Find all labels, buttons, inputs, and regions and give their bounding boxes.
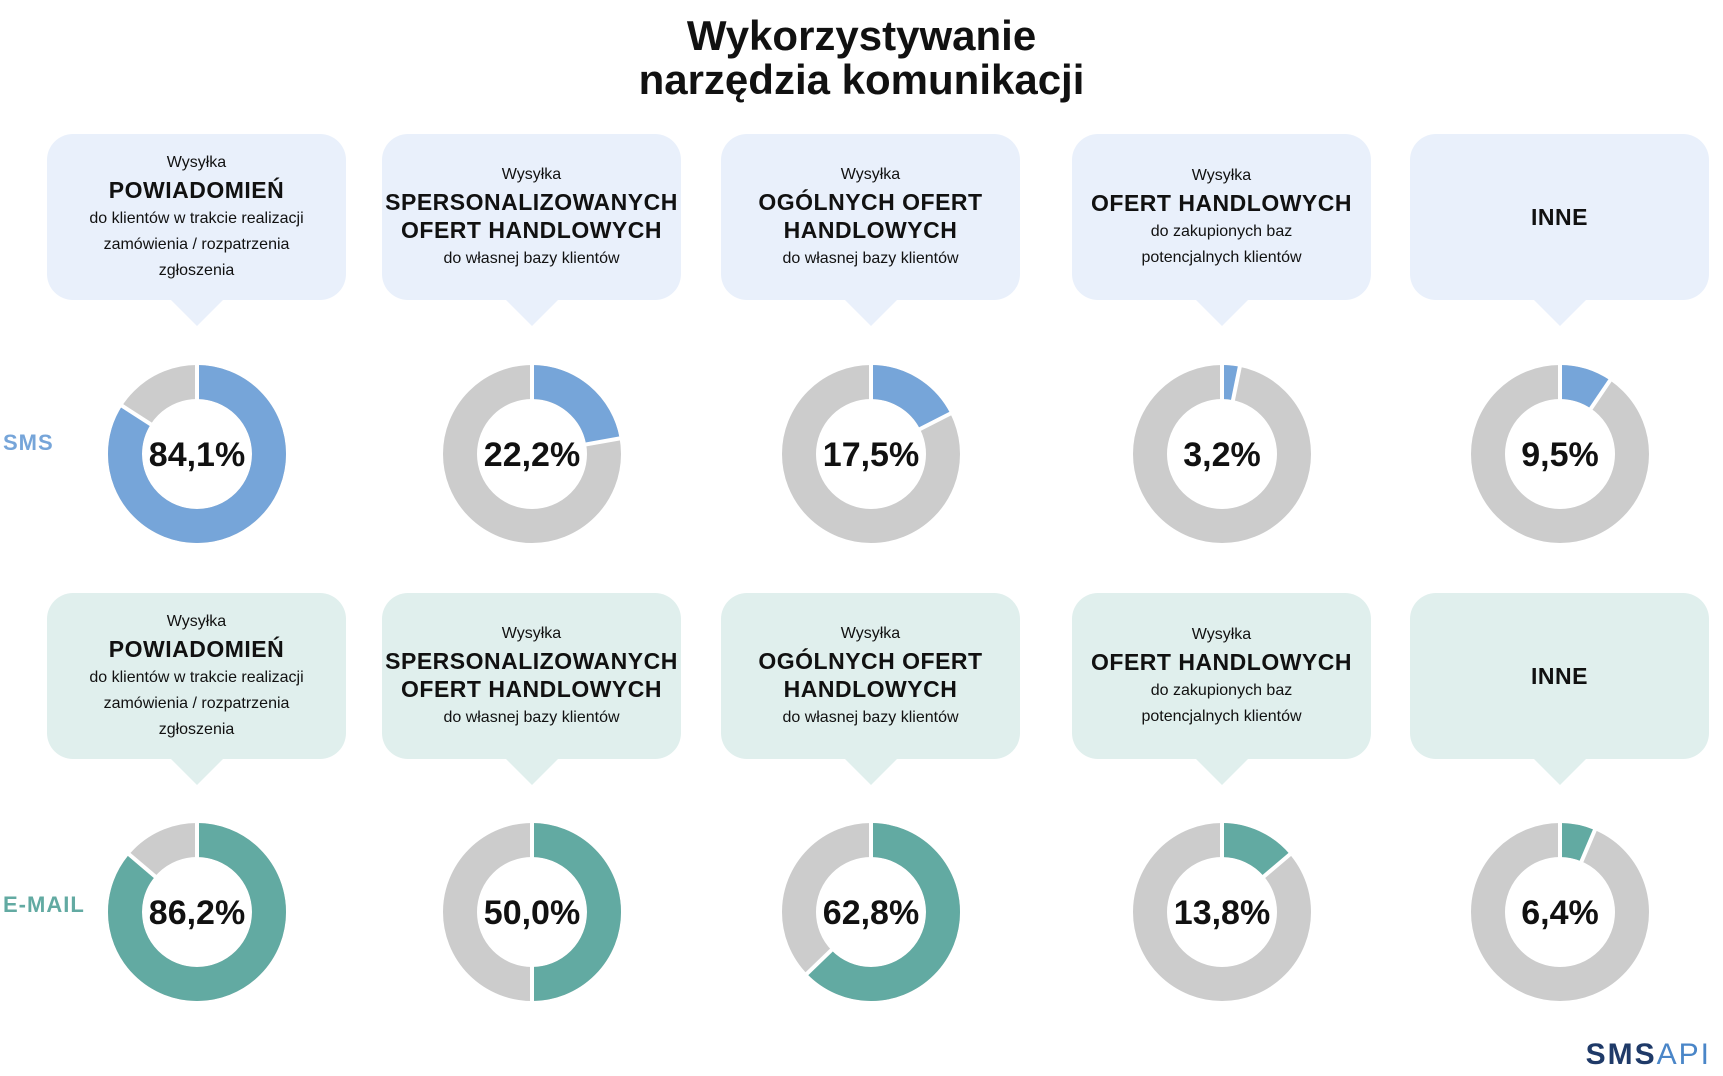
callout-heading: SPERSONALIZOWANYCH [385,648,678,674]
category-callout: Wysyłka SPERSONALIZOWANYCH OFERT HANDLOWYC… [382,593,681,785]
callout-pointer [1533,300,1586,326]
page-title: Wykorzystywanie narzędzia komunikacji [0,14,1723,102]
callout-pre: Wysyłka [166,154,227,171]
callout-heading: POWIADOMIEŃ [108,636,285,662]
callout-heading: OFERT HANDLOWYCH [1091,190,1352,216]
callout-pointer [505,300,558,326]
callout-description: do klientów w trakcie realizacji [89,210,304,227]
callout-pre: Wysyłka [840,166,901,183]
callout-heading: OFERT HANDLOWYCH [1091,649,1352,675]
callout-heading: POWIADOMIEŃ [108,177,285,203]
callout-description: zamówienia / rozpatrzenia [103,695,290,712]
row-label-sms: SMS [3,430,54,455]
callout-description: do własnej bazy klientów [443,709,620,726]
donut-value-label: 17,5% [822,436,918,474]
smsapi-logo: SMSAPI [1586,1038,1711,1072]
callout-description: zamówienia / rozpatrzenia [103,236,290,253]
callout-pointer [1195,300,1248,326]
callout-pointer [1533,759,1586,785]
title-line-1: Wykorzystywanie [686,12,1037,59]
donut-separator [1261,852,1292,879]
callout-pre: Wysyłka [840,625,901,642]
donut-value-label: 22,2% [483,436,579,474]
donut-separator [119,403,153,427]
callout-pointer [844,759,897,785]
callout-heading: HANDLOWYCH [783,676,958,702]
donut-chart-sms: 17,5% [781,364,960,543]
category-callout: Wysyłka OGÓLNYCH OFERT HANDLOWYCH do własne… [721,593,1020,785]
donut-value-label: 86,2% [148,894,244,932]
callout-description: do własnej bazy klientów [782,709,959,726]
donut-value-label: 13,8% [1173,894,1269,932]
logo-part-api: API [1656,1038,1711,1071]
callout-pre: Wysyłka [1191,626,1252,643]
donut-value-label: 6,4% [1521,894,1599,932]
row-label-email: E-MAIL [3,892,85,917]
donut-chart-email: 50,0% [442,822,621,1002]
callout-pre: Wysyłka [501,166,562,183]
donut-chart-email: 62,8% [781,822,960,1001]
callout-heading: INNE [1531,204,1588,230]
callout-pointer [1195,759,1248,785]
donut-value-label: 50,0% [483,894,579,932]
logo-part-sms: SMS [1585,1038,1657,1071]
callout-description: potencjalnych klientów [1141,249,1302,266]
title-line-2: narzędzia komunikacji [638,56,1085,103]
callout-heading: OFERT HANDLOWYCH [401,676,662,702]
callout-description: zgłoszenia [158,262,235,279]
callout-pointer [170,759,223,785]
category-callout: INNE [1410,134,1709,326]
callout-description: potencjalnych klientów [1141,708,1302,725]
callout-pre: Wysyłka [501,625,562,642]
donut-value-label: 84,1% [148,436,244,474]
callout-heading: HANDLOWYCH [783,217,958,243]
callout-heading: OGÓLNYCH OFERT [758,648,983,674]
callout-heading: OFERT HANDLOWYCH [401,217,662,243]
donut-separator [1230,365,1242,402]
category-callout: Wysyłka OGÓLNYCH OFERT HANDLOWYCH do własne… [721,134,1020,326]
category-callout: Wysyłka SPERSONALIZOWANYCH OFERT HANDLOWYC… [382,134,681,326]
donut-chart-sms: 84,1% [107,364,286,543]
donut-value-label: 9,5% [1521,436,1599,474]
callout-description: do własnej bazy klientów [782,250,959,267]
donut-value-label: 3,2% [1183,436,1261,474]
donut-chart-sms: 9,5% [1470,364,1649,543]
callout-description: do zakupionych baz [1150,682,1293,699]
callout-pointer [505,759,558,785]
donut-chart-sms: 22,2% [442,364,621,543]
donut-separator [917,411,952,432]
donut-chart-email: 6,4% [1470,822,1649,1001]
donut-chart-email: 86,2% [107,822,286,1001]
callout-pre: Wysyłka [1191,167,1252,184]
callout-pointer [844,300,897,326]
category-callout: Wysyłka POWIADOMIEŃ do klientów w trakcie … [47,593,346,785]
donut-value-label: 62,8% [822,894,918,932]
callout-pointer [170,300,223,326]
callout-description: do zakupionych baz [1150,223,1293,240]
category-callout: INNE [1410,593,1709,785]
donut-chart-sms: 3,2% [1132,364,1311,543]
donut-chart-email: 13,8% [1132,822,1311,1001]
donut-separator [126,852,157,879]
callout-heading: SPERSONALIZOWANYCH [385,189,678,215]
category-callout: Wysyłka POWIADOMIEŃ do klientów w trakcie … [47,134,346,326]
callout-description: do własnej bazy klientów [443,250,620,267]
callout-heading: OGÓLNYCH OFERT [758,189,983,215]
callout-description: do klientów w trakcie realizacji [89,669,304,686]
callout-pre: Wysyłka [166,613,227,630]
callout-description: zgłoszenia [158,721,235,738]
donut-separator [1578,828,1597,864]
callout-heading: INNE [1531,663,1588,689]
donut-separator [804,948,833,976]
donut-separator [1588,378,1612,411]
donut-separator [584,436,621,447]
category-callout: Wysyłka OFERT HANDLOWYCH do zakupionych ba… [1072,134,1371,326]
category-callout: Wysyłka OFERT HANDLOWYCH do zakupionych ba… [1072,593,1371,785]
